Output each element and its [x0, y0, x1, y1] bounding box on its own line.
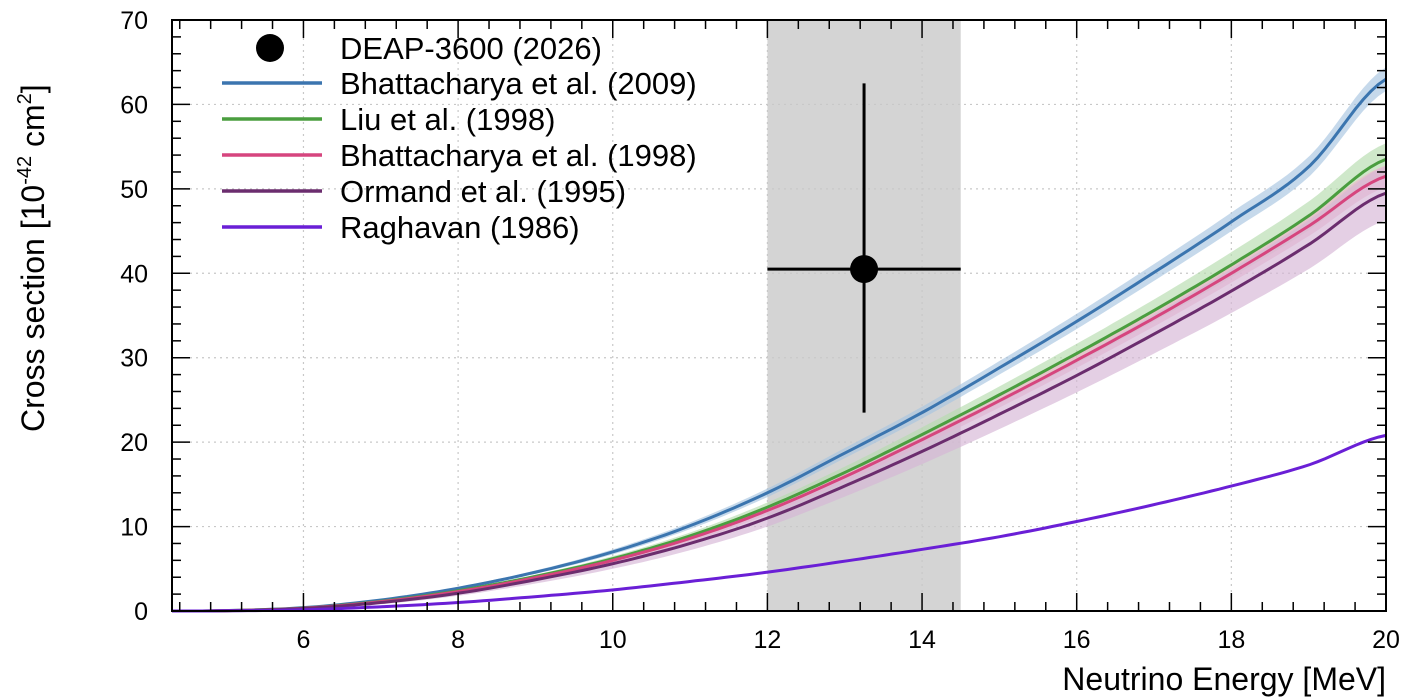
- x-tick-label: 10: [599, 626, 627, 654]
- y-axis-title-prefix: Cross section [10: [15, 185, 51, 432]
- y-tick-label: 50: [120, 176, 148, 204]
- plot-frame: [171, 19, 1387, 612]
- legend-label-4: Raghavan (1986): [340, 210, 580, 245]
- x-tick-label: 14: [908, 626, 936, 654]
- series-line-3: [172, 191, 1387, 613]
- y-tick-label: 0: [134, 598, 148, 626]
- y-tick-label: 10: [120, 514, 148, 542]
- y-tick-label: 40: [120, 260, 148, 288]
- measurement-layer: [767, 83, 961, 413]
- uncertainty-bands-layer: [172, 67, 1386, 612]
- y-axis-title-exponent-2: 2: [14, 93, 36, 104]
- y-tick-label: 60: [120, 91, 148, 119]
- series-line-4: [172, 433, 1387, 613]
- y-tick-label: 70: [120, 7, 148, 35]
- tick-labels-layer: 6 8 10 12 14 16 18 20 0 10 20 30 40 50 60 70: [120, 7, 1400, 654]
- legend-label-1: Liu et al. (1998): [340, 102, 555, 137]
- y-axis-title-suffix: ]: [15, 84, 51, 93]
- x-tick-label: 20: [1372, 626, 1400, 654]
- legend-label-0: Bhattacharya et al. (2009): [340, 66, 697, 101]
- x-tick-label: 6: [296, 626, 310, 654]
- legend-label-measurement: DEAP-3600 (2026): [340, 31, 602, 66]
- measurement-marker: [850, 255, 879, 284]
- x-tick-label: 8: [451, 626, 465, 654]
- legend-label-3: Ormand et al. (1995): [340, 174, 626, 209]
- x-tick-label: 12: [753, 626, 781, 654]
- legend-marker-measurement: [256, 34, 284, 62]
- axes-layer: [171, 19, 1387, 612]
- series-lines-layer: [172, 77, 1387, 613]
- x-axis-title: Neutrino Energy [MeV]: [1062, 661, 1386, 697]
- x-tick-label: 18: [1217, 626, 1245, 654]
- y-tick-label: 30: [120, 345, 148, 373]
- legend-label-2: Bhattacharya et al. (1998): [340, 138, 697, 173]
- legend: DEAP-3600 (2026)Bhattacharya et al. (200…: [222, 31, 697, 245]
- y-tick-label: 20: [120, 429, 148, 457]
- band-3: [172, 166, 1386, 611]
- x-tick-label: 16: [1063, 626, 1091, 654]
- y-axis-title-exponent-1: -42: [14, 156, 36, 185]
- y-axis-title-middle: cm: [15, 104, 51, 156]
- y-axis-title: Cross section [10-42 cm2]: [14, 84, 51, 432]
